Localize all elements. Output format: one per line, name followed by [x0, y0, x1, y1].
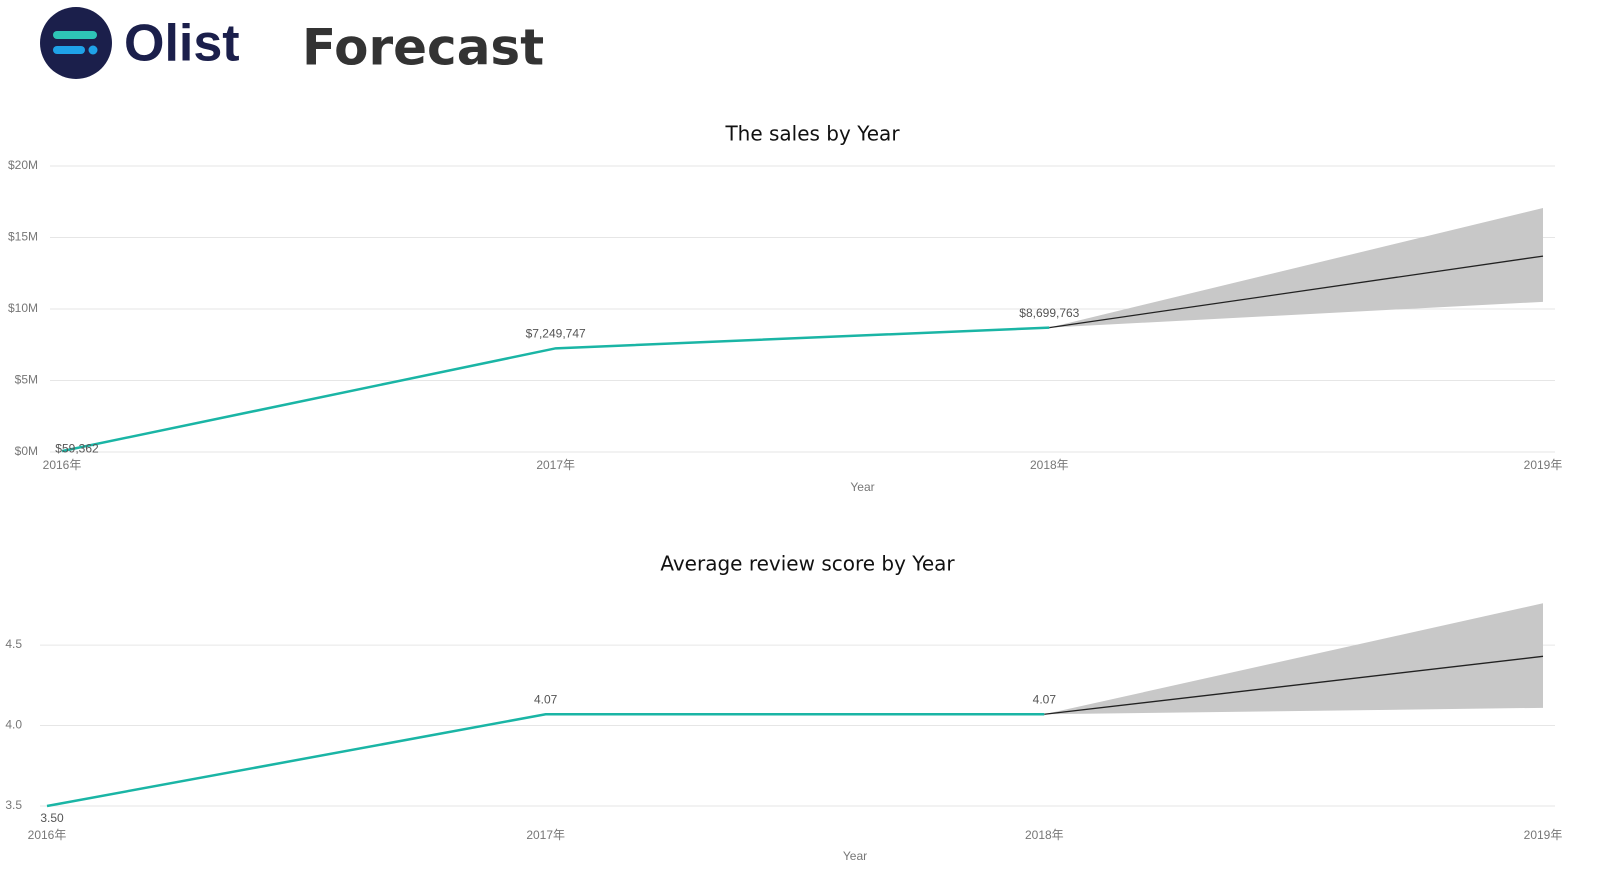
- logo-bar: [53, 46, 85, 54]
- forecast-band: [1049, 208, 1543, 328]
- x-tick-label: 2019年: [1524, 828, 1563, 842]
- y-tick-label: 4.0: [5, 718, 22, 732]
- x-tick-label: 2016年: [28, 828, 67, 842]
- forecast-line: [1044, 655, 1544, 715]
- y-tick-label: $0M: [15, 444, 38, 458]
- logo: [40, 7, 112, 79]
- sales-line: [61, 326, 1050, 453]
- data-label: 4.07: [1033, 692, 1057, 706]
- x-tick-label: 2017年: [536, 458, 575, 472]
- y-tick-label: $5M: [15, 373, 38, 387]
- y-tick-label: 4.5: [5, 637, 22, 651]
- x-tick-label: 2017年: [526, 828, 565, 842]
- y-tick-label: $15M: [8, 230, 38, 244]
- y-tick-label: 3.5: [5, 798, 22, 812]
- data-label: $8,699,763: [1019, 306, 1079, 320]
- data-label: 4.07: [534, 692, 558, 706]
- logo-bar: [53, 31, 97, 39]
- y-tick-label: $20M: [8, 158, 38, 172]
- chart-title: The sales by Year: [724, 122, 900, 146]
- forecast-band: [1044, 603, 1543, 715]
- forecast-line: [1049, 255, 1544, 329]
- data-label: 3.50: [40, 811, 64, 825]
- y-tick-label: $10M: [8, 301, 38, 315]
- page-title: Forecast: [302, 19, 544, 77]
- x-tick-label: 2018年: [1025, 828, 1064, 842]
- logo-dot: [88, 45, 98, 55]
- chart-title: Average review score by Year: [660, 552, 955, 576]
- sales-line: [46, 713, 1045, 808]
- x-axis-label: Year: [850, 480, 874, 494]
- data-label: $7,249,747: [526, 327, 586, 341]
- logo-circle: [40, 7, 112, 79]
- x-tick-label: 2018年: [1030, 458, 1069, 472]
- data-label: $59,362: [55, 441, 99, 455]
- brand: Olist: [124, 15, 240, 73]
- x-tick-label: 2016年: [43, 458, 82, 472]
- x-axis-label: Year: [843, 849, 867, 863]
- x-tick-label: 2019年: [1524, 458, 1563, 472]
